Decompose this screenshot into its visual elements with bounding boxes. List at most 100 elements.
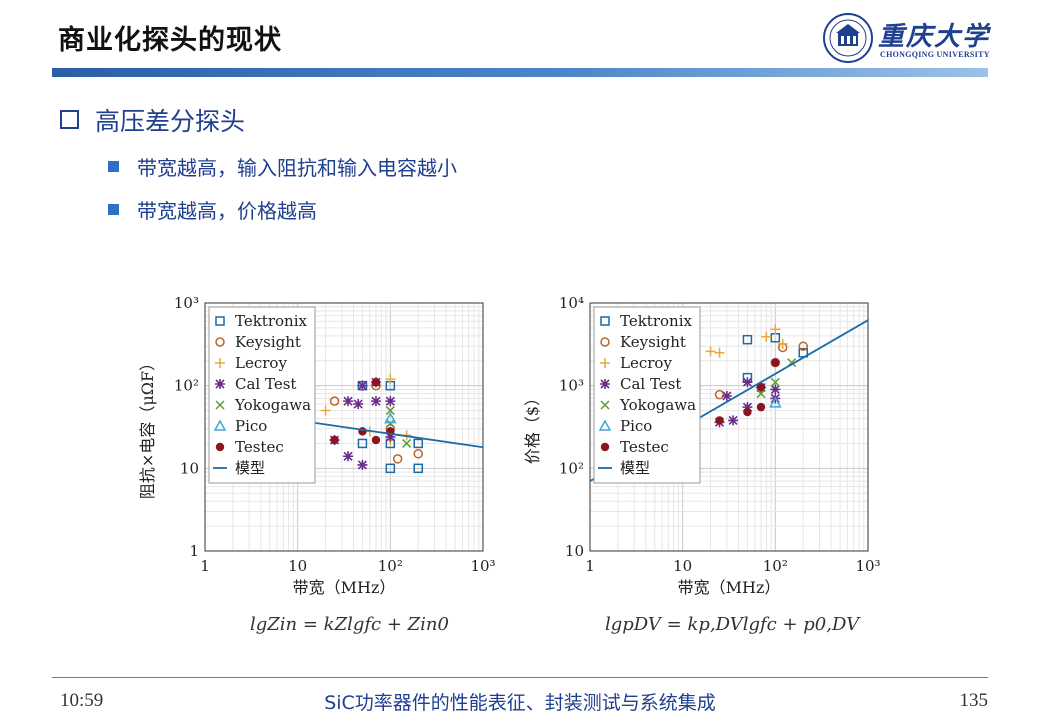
data-point-x bbox=[385, 406, 395, 416]
y-tick-label: 10⁴ bbox=[559, 294, 584, 312]
legend-label: Pico bbox=[620, 417, 652, 435]
legend-label: Lecroy bbox=[235, 354, 287, 372]
data-point-star bbox=[770, 384, 781, 395]
data-point-dot bbox=[771, 358, 780, 367]
y-tick-label: 10 bbox=[565, 542, 584, 560]
legend-box bbox=[593, 306, 701, 484]
legend-marker-star bbox=[600, 379, 610, 389]
section-heading: 高压差分探头 bbox=[60, 102, 245, 138]
data-point-x bbox=[756, 389, 766, 399]
y-tick-label: 10³ bbox=[174, 294, 199, 312]
data-point-star bbox=[357, 459, 368, 470]
university-seal-icon bbox=[823, 13, 873, 63]
data-point-dot bbox=[715, 416, 724, 425]
data-point-plus bbox=[320, 405, 331, 416]
x-tick-label: 10 bbox=[673, 557, 692, 575]
legend-label: Yokogawa bbox=[234, 396, 311, 414]
x-tick-label: 1 bbox=[585, 557, 595, 575]
data-point-star bbox=[343, 451, 354, 462]
y-axis-label: 阻抗×电容（μΩF） bbox=[138, 355, 157, 499]
square-bullet-icon bbox=[108, 204, 119, 215]
legend-marker-x bbox=[215, 400, 225, 410]
bullet-text: 带宽越高，价格越高 bbox=[137, 199, 317, 223]
x-tick-label: 10 bbox=[288, 557, 307, 575]
x-axis-label: 带宽（MHz） bbox=[678, 578, 781, 597]
data-point-dot bbox=[358, 427, 367, 436]
legend-label: Keysight bbox=[620, 333, 686, 351]
legend: Tektronix Keysight Lecroy Cal Test Yokogawa P… bbox=[208, 306, 316, 484]
data-point-star bbox=[353, 399, 364, 410]
impedance-capacitance-chart: 1 10 10² 10³ 1 10 10² 10³ 带宽（MHz） 阻抗×电容（μΩF） Tektr… bbox=[138, 294, 496, 597]
legend-label: Cal Test bbox=[235, 375, 296, 393]
footer-divider bbox=[52, 677, 988, 678]
legend-marker-square bbox=[600, 316, 610, 326]
footer-time: 10:59 bbox=[60, 690, 104, 711]
data-point-star bbox=[742, 377, 753, 388]
model-line bbox=[297, 419, 483, 449]
data-point-dot bbox=[756, 382, 766, 392]
x-tick-label: 10³ bbox=[855, 557, 880, 575]
legend-label: Tektronix bbox=[235, 312, 307, 330]
data-point-dot bbox=[371, 435, 381, 445]
data-point-star bbox=[385, 396, 396, 407]
legend-label: Keysight bbox=[235, 333, 301, 351]
data-point-circle bbox=[392, 454, 403, 464]
data-point-square bbox=[413, 463, 423, 474]
data-point-star bbox=[357, 380, 368, 391]
data-point-dot bbox=[330, 435, 339, 445]
data-point-circle bbox=[329, 396, 340, 406]
data-point-star bbox=[385, 431, 396, 442]
legend-marker-star bbox=[215, 379, 225, 389]
bullet-text: 带宽越高，输入阻抗和输入电容越小 bbox=[137, 156, 457, 180]
data-point-star bbox=[370, 396, 381, 407]
data-point-plus bbox=[770, 324, 781, 335]
y-tick-label: 10² bbox=[174, 377, 199, 395]
legend-marker-triangle bbox=[213, 419, 227, 431]
legend-label: Testec bbox=[620, 438, 669, 456]
university-name-en: CHONGQING UNIVERSITY bbox=[880, 50, 990, 59]
data-point-circle bbox=[413, 449, 423, 459]
legend-marker-x bbox=[600, 400, 610, 410]
legend-marker-dot bbox=[600, 442, 610, 452]
plot-frame bbox=[204, 302, 484, 552]
price-chart: 1 10 10² 10³1010²10³10⁴带宽（MHz）价格（$）Tektroni… bbox=[523, 294, 881, 597]
legend-marker-square bbox=[215, 316, 225, 326]
data-point-x bbox=[770, 377, 780, 387]
legend-marker-circle bbox=[215, 337, 225, 347]
checkbox-bullet-icon bbox=[60, 110, 79, 129]
impedance-formula: lgZin = kZlgfc + Zin0 bbox=[250, 614, 449, 635]
legend-label: Yokogawa bbox=[619, 396, 696, 414]
plot-area bbox=[297, 374, 483, 474]
y-tick-label: 10³ bbox=[559, 377, 584, 395]
footer-course-title: SiC功率器件的性能表征、封装测试与系统集成 bbox=[324, 692, 716, 714]
y-axis-label: 价格（$） bbox=[523, 390, 542, 464]
legend-marker-dot bbox=[215, 442, 225, 452]
data-point-x bbox=[402, 438, 412, 448]
data-point-star bbox=[742, 402, 753, 413]
y-tick-label: 10 bbox=[180, 459, 199, 477]
data-point-square bbox=[385, 463, 396, 474]
x-axis-label: 带宽（MHz） bbox=[293, 578, 396, 597]
legend-marker-plus bbox=[600, 358, 610, 368]
legend-label: Testec bbox=[235, 438, 284, 456]
data-point-square bbox=[742, 334, 753, 345]
footer-page-number: 135 bbox=[959, 690, 989, 711]
data-point-square bbox=[413, 438, 423, 449]
price-formula: lgpDV = kp,DVlgfc + p0,DV bbox=[605, 614, 860, 635]
page-title: 商业化探头的现状 bbox=[58, 25, 282, 56]
title-divider bbox=[52, 68, 988, 77]
data-point-plus bbox=[777, 338, 788, 349]
legend: Tektronix Keysight Lecroy Cal Test Yokogawa P… bbox=[593, 306, 701, 484]
x-tick-label: 1 bbox=[200, 557, 210, 575]
data-point-star bbox=[728, 415, 739, 426]
legend-marker-circle bbox=[600, 337, 610, 347]
plot-frame bbox=[589, 302, 869, 552]
bullet-item: 带宽越高，价格越高 bbox=[108, 195, 317, 224]
data-point-plus bbox=[705, 346, 716, 357]
legend-label: 模型 bbox=[235, 459, 265, 477]
data-point-triangle bbox=[769, 396, 782, 408]
data-point-dot bbox=[756, 402, 766, 412]
data-point-plus bbox=[761, 331, 772, 342]
data-point-dot bbox=[743, 407, 752, 417]
data-point-plus bbox=[714, 347, 725, 358]
